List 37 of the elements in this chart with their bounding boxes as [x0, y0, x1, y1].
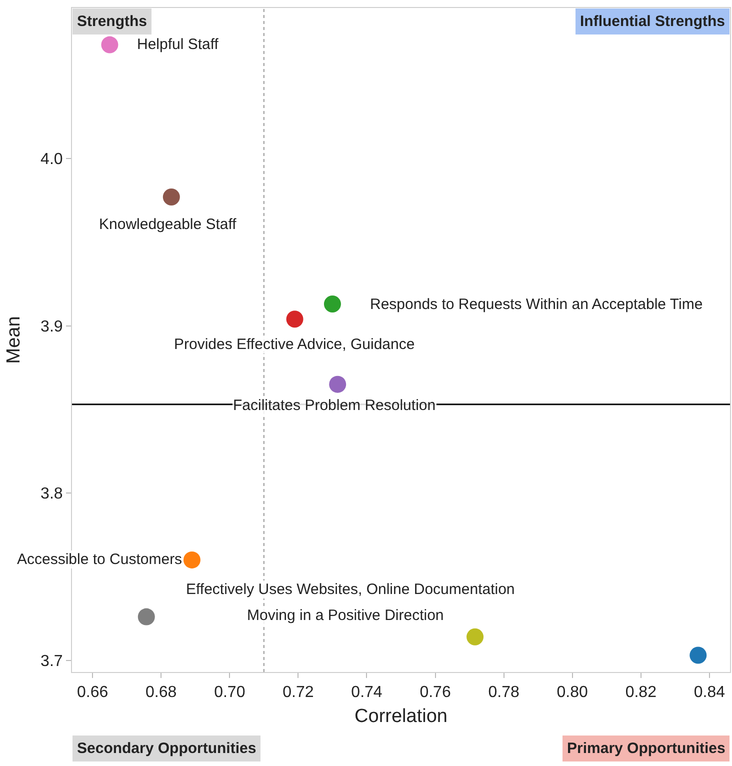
annotation: Facilitates Problem Resolution	[233, 397, 436, 414]
annotation: Strengths	[77, 13, 148, 30]
annotation: Influential Strengths	[580, 13, 726, 30]
point	[690, 646, 707, 664]
point	[324, 296, 341, 313]
x-tick-label: 0.72	[282, 684, 314, 702]
point	[162, 188, 180, 206]
annotation: Effectively Uses Websites, Online Documentation	[186, 581, 515, 598]
point	[183, 551, 200, 568]
annotation: Moving in a Positive Direction	[247, 607, 444, 624]
text: Primary Opportunities	[567, 740, 726, 757]
x-tick-label: 0.78	[488, 684, 520, 702]
y-tick-label: 3.7	[40, 652, 63, 670]
x-tick-label: 0.82	[625, 684, 657, 702]
x-axis-title: Correlation	[354, 706, 448, 727]
x-tick-label: 0.84	[694, 684, 726, 702]
point	[286, 310, 304, 328]
point	[466, 628, 484, 646]
x-tick-label: 0.68	[146, 684, 177, 702]
point	[329, 376, 346, 393]
point	[138, 608, 155, 626]
x-tick-label: 0.66	[76, 684, 108, 702]
annotation: Accessible to Customers	[17, 551, 182, 568]
annotation: Responds to Requests Within an Acceptable Time	[370, 296, 703, 313]
x-tick-label: 0.76	[420, 684, 451, 702]
annotation: Provides Effective Advice, Guidance	[174, 336, 415, 353]
y-tick-label: 4.0	[40, 151, 63, 168]
y-tick-label: 3.8	[40, 486, 63, 503]
point	[101, 36, 118, 54]
annotation: Knowledgeable Staff	[99, 216, 238, 233]
text: Secondary Opportunities	[77, 740, 256, 757]
y-axis-title: Mean	[3, 316, 24, 364]
x-tick-label: 0.80	[556, 684, 588, 702]
annotation: Helpful Staff	[137, 36, 220, 53]
x-tick-label: 0.70	[214, 684, 246, 702]
y-tick-label: 3.9	[40, 318, 63, 336]
x-tick-label: 0.74	[351, 684, 382, 702]
